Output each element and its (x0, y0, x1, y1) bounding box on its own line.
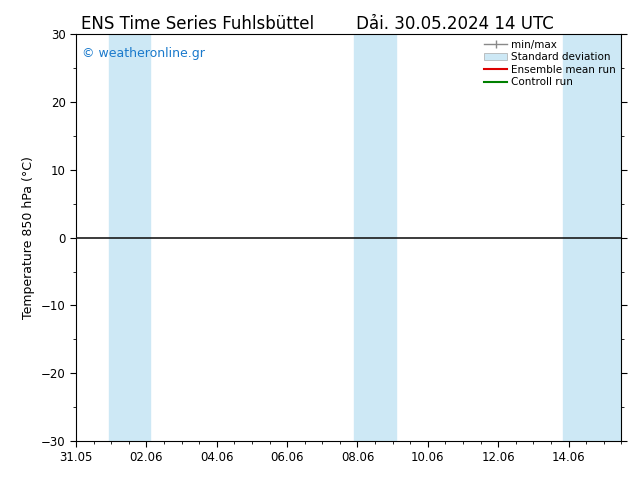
Bar (110, 34, 150, 441)
Text: © weatheronline.gr: © weatheronline.gr (82, 47, 204, 59)
Bar (563, 34, 621, 441)
Legend: min/max, Standard deviation, Ensemble mean run, Controll run: min/max, Standard deviation, Ensemble me… (484, 40, 616, 87)
Bar (354, 34, 396, 441)
Y-axis label: Temperature 850 hPa (°C): Temperature 850 hPa (°C) (22, 156, 36, 319)
Text: ENS Time Series Fuhlsbüttel        Dải. 30.05.2024 14 UTC: ENS Time Series Fuhlsbüttel Dải. 30.05.2… (81, 15, 553, 33)
